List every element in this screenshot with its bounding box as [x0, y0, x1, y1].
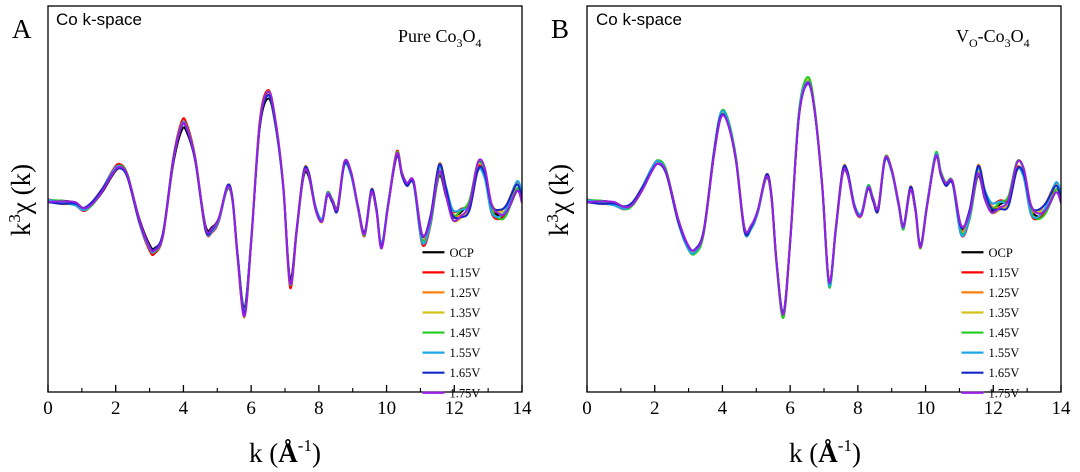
legend-label: 1.45V: [449, 326, 480, 340]
series-group: [587, 75, 1061, 319]
x-tick-label: 10: [377, 398, 396, 419]
x-tick-label: 8: [314, 398, 324, 419]
x-tick-label: 4: [179, 398, 189, 419]
legend-label: OCP: [449, 246, 473, 260]
legend-label: 1.55V: [449, 346, 480, 360]
legend-label: OCP: [988, 246, 1012, 260]
legend-label: 1.45V: [988, 326, 1019, 340]
x-tick-label: 6: [246, 398, 256, 419]
plot-a: 0 2 4 6 8 10 12 14 OCP 1.15V 1.25V 1.35V 1.45V 1.55V 1…: [43, 5, 533, 419]
series-line-1-75v: [48, 90, 522, 318]
legend-label: 1.65V: [449, 366, 480, 380]
x-tick-label: 6: [785, 398, 795, 419]
legend-label: 1.25V: [988, 286, 1019, 300]
x-tick-label: 12: [445, 398, 464, 419]
series-line-1-75v: [587, 81, 1061, 316]
legend-label: 1.55V: [988, 346, 1019, 360]
x-tick-label: 14: [1052, 398, 1072, 419]
legend-label: 1.75V: [988, 386, 1019, 400]
panel-a: A Co k-space Pure Co3O4 k3χ (k) k (Å-1) …: [5, 5, 533, 468]
corner-label-a: Co k-space: [56, 10, 142, 29]
x-tick-label: 8: [853, 398, 863, 419]
x-tick-label: 4: [718, 398, 728, 419]
x-tick-label: 10: [916, 398, 935, 419]
legend-label: 1.15V: [449, 266, 480, 280]
panel-b: B Co k-space VO-Co3O4 k3χ (k) k (Å-1) 0 2…: [543, 5, 1072, 468]
x-tick-label: 14: [513, 398, 533, 419]
x-axis-title-a: k (Å-1): [249, 436, 321, 468]
legend-label: 1.15V: [988, 266, 1019, 280]
x-axis-title-b: k (Å-1): [789, 436, 861, 468]
x-tick-label: 12: [984, 398, 1003, 419]
x-tick-label: 2: [650, 398, 660, 419]
legend-label: 1.75V: [449, 386, 480, 400]
corner-label-b: Co k-space: [596, 10, 682, 29]
series-group: [48, 89, 522, 319]
y-axis-title-a: k3χ (k): [5, 164, 36, 236]
legend-label: 1.35V: [449, 306, 480, 320]
legend-label: 1.65V: [988, 366, 1019, 380]
x-tick-label: 0: [43, 398, 53, 419]
legend-label: 1.25V: [449, 286, 480, 300]
sample-label-b: VO-Co3O4: [956, 26, 1030, 50]
sample-label-a: Pure Co3O4: [398, 26, 482, 50]
panel-letter-a: A: [12, 14, 32, 44]
y-axis-title-b: k3χ (k): [543, 164, 574, 236]
legend-label: 1.35V: [988, 306, 1019, 320]
x-tick-label: 2: [111, 398, 121, 419]
panel-letter-b: B: [551, 14, 569, 44]
x-tick-label: 0: [582, 398, 592, 419]
plot-b: 0 2 4 6 8 10 12 14 OCP 1.15V 1.25V 1.35V 1.45V 1.55V 1…: [582, 5, 1072, 419]
